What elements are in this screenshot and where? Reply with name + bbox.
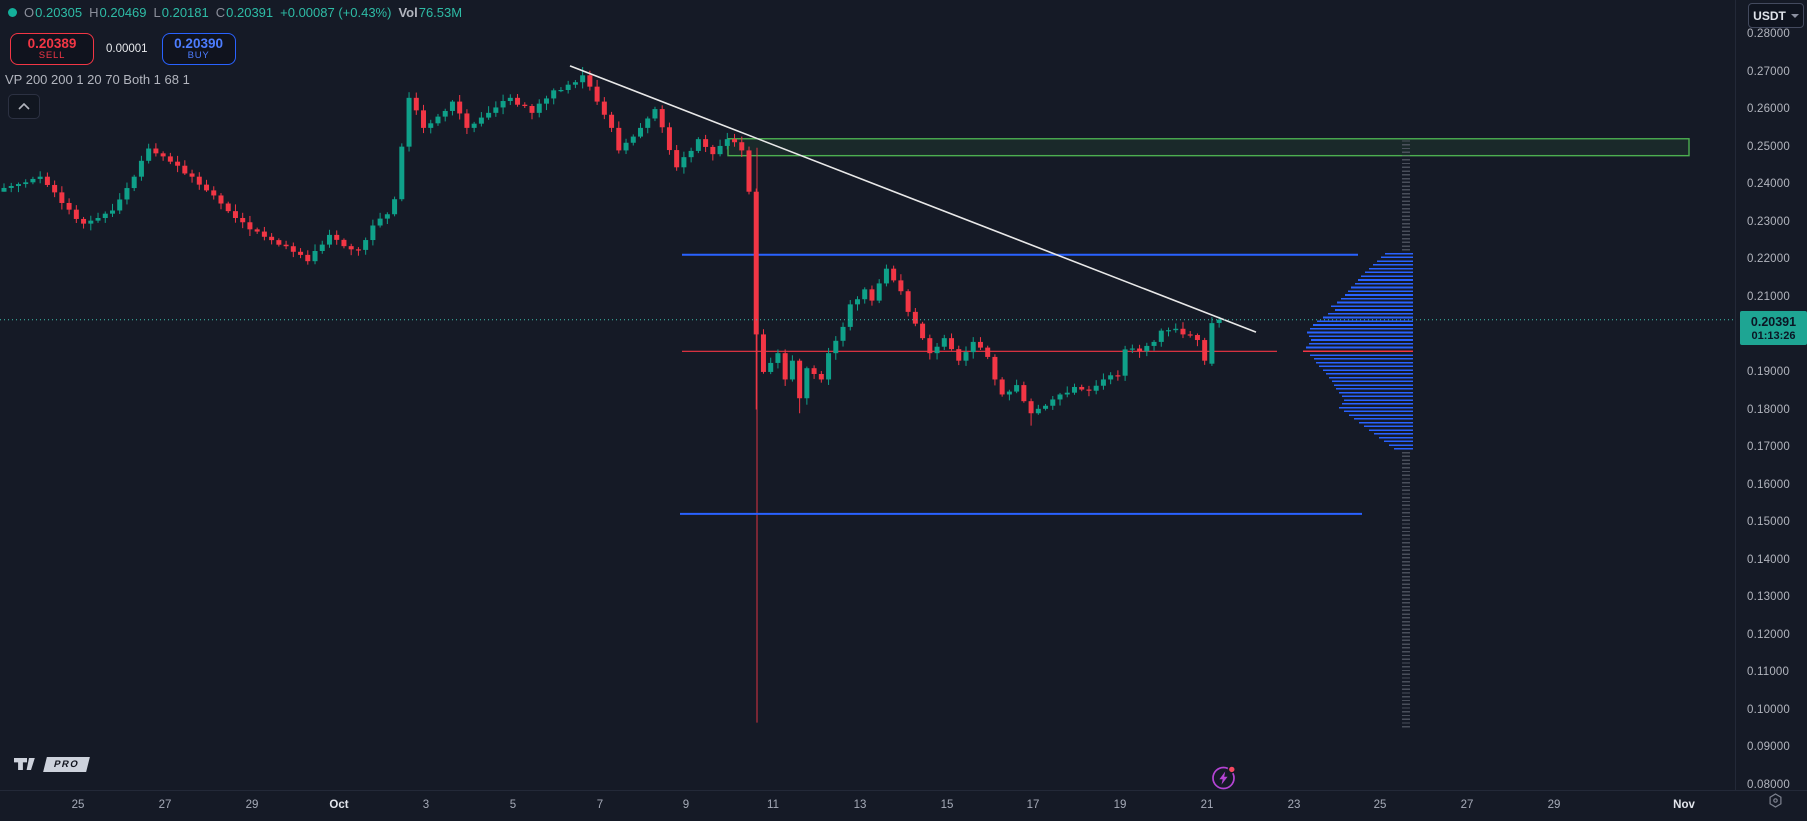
price-tick: 0.23000 (1747, 215, 1790, 228)
time-tick: 25 (71, 799, 85, 811)
open-value: 0.20305 (35, 5, 83, 20)
time-tick: 15 (940, 799, 954, 811)
price-tick: 0.24000 (1747, 178, 1790, 191)
open-label: O (24, 5, 35, 20)
price-tick: 0.10000 (1747, 703, 1790, 716)
close-value: 0.20391 (226, 5, 274, 20)
price-tick: 0.13000 (1747, 591, 1790, 604)
price-axis[interactable]: 0.28000 0.27000 0.26000 0.25000 0.24000 0.230… (1735, 0, 1807, 791)
series-status-icon (8, 8, 17, 17)
tradingview-logo[interactable]: PRO (13, 755, 90, 773)
sell-label: SELL (38, 50, 66, 62)
time-tick: 25 (1373, 799, 1387, 811)
buy-price: 0.20390 (174, 36, 223, 52)
currency-selector[interactable]: USDT (1748, 3, 1804, 28)
price-tick: 0.11000 (1747, 666, 1790, 679)
descending-trendline-drawing[interactable] (569, 65, 1257, 333)
collapse-legend-button[interactable] (8, 94, 40, 119)
time-tick: 7 (596, 799, 604, 811)
price-tick: 0.14000 (1747, 553, 1790, 566)
chart-pane[interactable] (0, 0, 1735, 790)
tradingview-mark-icon (14, 758, 35, 770)
change-value: +0.00087 (+0.43%) (280, 5, 392, 20)
order-panel: 0.20389 SELL 0.00001 0.20390 BUY (10, 33, 236, 65)
price-tick: 0.15000 (1747, 516, 1790, 529)
price-tick: 0.28000 (1747, 28, 1790, 40)
time-tick: 27 (1460, 799, 1474, 811)
buy-label: BUY (187, 50, 210, 62)
quick-alert-button[interactable] (1210, 764, 1237, 791)
pro-badge: PRO (43, 756, 90, 772)
volume-value: 76.53M (418, 5, 463, 20)
bar-countdown: 01:13:26 (1751, 329, 1796, 342)
high-label: H (89, 5, 99, 20)
sell-price: 0.20389 (27, 36, 77, 52)
time-tick: 21 (1200, 799, 1214, 811)
price-tick: 0.27000 (1747, 65, 1790, 78)
ohlc-legend: O 0.20305 H 0.20469 L 0.20181 C 0.20391 +0.0… (8, 5, 462, 20)
volume-profile (1303, 140, 1413, 728)
time-tick: 13 (853, 799, 867, 811)
price-tick: 0.25000 (1747, 140, 1790, 153)
time-tick: 3 (422, 799, 430, 811)
currency-label: USDT (1753, 8, 1786, 23)
time-tick: Oct (329, 799, 349, 811)
high-value: 0.20469 (99, 5, 147, 20)
low-value: 0.20181 (161, 5, 209, 20)
time-tick: 27 (158, 799, 172, 811)
volume-label: Vol (398, 5, 418, 20)
price-tick: 0.26000 (1747, 103, 1790, 116)
hexagon-dot-icon (1769, 793, 1782, 808)
price-tick: 0.12000 (1747, 628, 1790, 641)
low-label: L (153, 5, 161, 20)
lightning-icon (1212, 765, 1236, 790)
time-tick: 23 (1287, 799, 1301, 811)
price-tick: 0.19000 (1747, 365, 1790, 378)
time-tick: 29 (245, 799, 259, 811)
buy-button[interactable]: 0.20390 BUY (161, 33, 236, 65)
time-tick: 9 (682, 799, 690, 811)
current-price-value: 0.20391 (1750, 314, 1797, 329)
current-price-tag: 0.20391 01:13:26 (1740, 311, 1807, 346)
volume-profile-indicator-label[interactable]: VP 200 200 1 20 70 Both 1 68 1 (5, 72, 190, 87)
price-tick: 0.18000 (1747, 403, 1790, 416)
sell-button[interactable]: 0.20389 SELL (10, 33, 94, 65)
chevron-down-icon (1790, 13, 1799, 18)
spread-value: 0.00001 (106, 43, 148, 55)
time-tick: 19 (1113, 799, 1127, 811)
time-tick: Nov (1673, 799, 1695, 811)
price-tick: 0.21000 (1747, 290, 1790, 303)
price-tick: 0.16000 (1747, 478, 1790, 491)
time-axis[interactable]: 25 27 29 Oct 3 5 7 9 11 13 15 17 19 21 23 25 27 29 Nov (0, 790, 1807, 821)
time-tick: 29 (1547, 799, 1561, 811)
price-tick: 0.09000 (1747, 741, 1790, 754)
chevron-up-icon (18, 103, 30, 110)
axis-settings-icon[interactable] (1767, 792, 1784, 814)
time-tick: 11 (767, 799, 779, 811)
candlestick-series (1, 67, 1222, 426)
supply-zone-drawing[interactable] (727, 138, 1690, 157)
close-label: C (215, 5, 226, 20)
time-tick: 17 (1026, 799, 1040, 811)
price-tick: 0.08000 (1747, 779, 1790, 791)
price-tick: 0.17000 (1747, 441, 1790, 454)
time-tick: 5 (509, 799, 517, 811)
price-tick: 0.22000 (1747, 253, 1790, 266)
